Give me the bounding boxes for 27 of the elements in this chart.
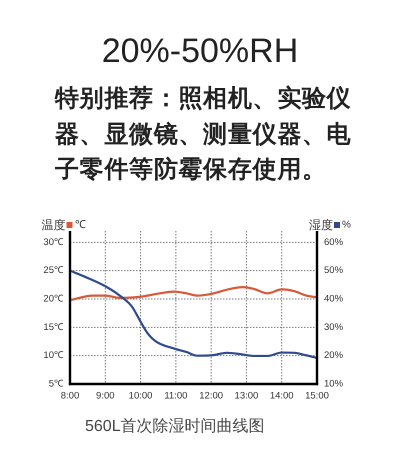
y-axis-title: ℃ — [75, 219, 86, 231]
legend-label: 湿度 — [309, 218, 333, 232]
text: 560L首次除湿时间曲线图 — [85, 417, 265, 437]
x-tick-label: 15:00 — [305, 390, 329, 402]
y-tick-label: 10℃ — [43, 350, 64, 362]
y2-axis-title: % — [342, 220, 351, 230]
chart-subtitle: 特别推荐：照相机、实验仪器、显微镜、测量仪器、电子零件等防霉保存使用。 — [55, 84, 352, 185]
y2-tick-label: 30% — [324, 322, 344, 333]
x-tick-label: 8:00 — [60, 390, 80, 402]
chart-title: 20%-50%RH — [100, 31, 300, 71]
y2-tick-label: 20% — [324, 350, 344, 362]
y-tick-label: 15℃ — [43, 322, 64, 333]
y2-tick-label: 50% — [324, 265, 344, 276]
y2-tick-label: 10% — [324, 378, 344, 390]
x-tick-label: 10:00 — [128, 390, 152, 402]
legend-label: 温度 — [42, 218, 66, 232]
y-tick-label: 25℃ — [43, 265, 64, 276]
y2-tick-label: 40% — [324, 294, 344, 304]
x-tick-label: 12:00 — [199, 390, 224, 402]
x-tick-label: 13:00 — [234, 390, 258, 402]
x-tick-label: 9:00 — [96, 390, 115, 402]
x-tick-label: 14:00 — [270, 390, 294, 402]
x-tick-label: 11:00 — [164, 390, 188, 402]
y-tick-label: 20℃ — [43, 294, 64, 304]
y2-tick-label: 60% — [324, 236, 344, 248]
y-tick-label: 30℃ — [43, 236, 64, 248]
y-tick-label: 5℃ — [48, 378, 64, 390]
